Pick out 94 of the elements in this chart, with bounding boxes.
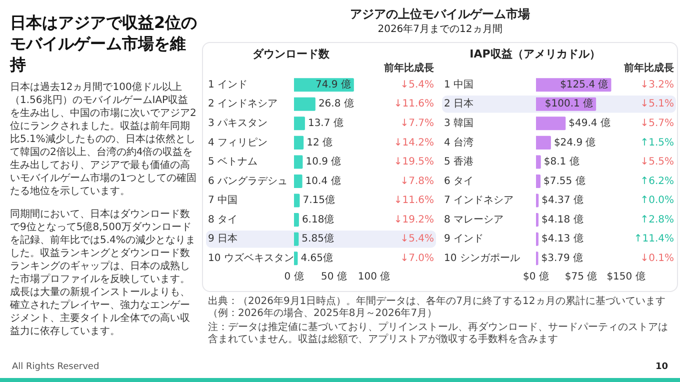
data-label: $125.4 億 (560, 78, 608, 90)
y-tick-label: 4 フィリピン (208, 137, 268, 148)
data-label: $8.1 億 (544, 156, 580, 168)
y-tick-label: 10 ウズベキスタン (208, 252, 294, 264)
data-label: 13.7 億 (308, 116, 344, 129)
text: ↓14.2% (394, 137, 434, 148)
source-note: 出典：（2026年9月1日時点）。年間データは、各年の7月に終了する12ヵ月の累計に基づいています（例：2026年の場合、2025年8月～2026年7月） (208, 296, 666, 320)
bar (294, 194, 300, 208)
data-label: $4.13 億 (541, 232, 584, 245)
data-label: $7.55 億 (544, 174, 586, 187)
text: ↑0.0% (640, 195, 674, 206)
y-tick-label: 8 タイ (208, 214, 238, 226)
text: ↓11.6% (394, 195, 434, 206)
text: 日本はアジアで収益2位のモバイルゲーム市場を維持 (10, 12, 198, 75)
x-tick-label: 50 億 (321, 270, 347, 283)
data-label: 7.15億 (302, 194, 335, 206)
text: ↓0.1% (640, 252, 674, 264)
text: 10 (655, 362, 668, 372)
bar (294, 155, 303, 169)
data-label: $4.37 億 (542, 194, 584, 206)
data-label: $3.79 億 (541, 252, 584, 264)
data-label: 26.8 億 (318, 98, 354, 110)
text: ↓7.7% (400, 118, 434, 129)
data-label: 10.4 億 (305, 174, 341, 187)
data-label: $100.1 億 (544, 98, 594, 110)
bar (294, 136, 304, 150)
bar (536, 174, 541, 188)
y-tick-label: 1 中国 (444, 78, 474, 90)
text: ↓5.1% (640, 98, 674, 110)
bar (536, 155, 541, 169)
text: All Rights Reserved (12, 362, 100, 372)
bar (294, 213, 299, 227)
y-tick-label: 6 タイ (444, 176, 474, 187)
text: ↓11.6% (394, 98, 434, 110)
data-label: 4.65億 (300, 252, 333, 264)
y-tick-label: 2 インドネシア (208, 98, 278, 110)
bar (536, 136, 551, 150)
text: ↓5.5% (640, 156, 674, 168)
text: ↑11.4% (634, 234, 674, 245)
data-label: 12 億 (306, 136, 333, 148)
text: ↓5.4% (400, 234, 434, 245)
text: アジアの上位モバイルゲーム市場 (349, 6, 531, 23)
y-tick-label: 8 マレーシア (444, 214, 504, 226)
text: ↓3.2% (640, 79, 674, 90)
bar (536, 213, 539, 227)
text: 2026年7月までの12ヵ月間 (376, 23, 504, 36)
text: 前年比成長 (383, 62, 434, 74)
data-label: $24.9 億 (554, 136, 596, 148)
x-tick-label: 0 億 (284, 270, 304, 283)
bar (294, 116, 305, 130)
chart-title: ダウンロード数 (252, 47, 330, 60)
text: ↑1.5% (640, 137, 674, 148)
data-label: 6.18億 (302, 213, 334, 226)
y-tick-label: 10 シンガポール (444, 252, 520, 264)
y-tick-label: 7 中国 (208, 194, 238, 206)
text: ↑6.2% (640, 176, 674, 187)
text: ↑2.8% (640, 214, 674, 226)
data-label: 5.85億 (302, 232, 334, 245)
y-tick-label: 9 日本 (208, 232, 238, 245)
text: ↓19.5% (394, 156, 434, 168)
bar (294, 232, 299, 246)
y-tick-label: 6 バングラデシュ (208, 176, 288, 187)
bar (294, 174, 302, 188)
y-tick-label: 4 台湾 (444, 136, 474, 148)
chart-title: IAP収益（アメリカドル） (470, 47, 600, 60)
bar (536, 116, 566, 130)
x-tick-label: $150 億 (606, 270, 646, 283)
y-tick-label: 2 日本 (444, 98, 474, 110)
y-tick-label: 5 ベトナム (208, 156, 258, 168)
data-label: $4.18 億 (542, 213, 584, 226)
y-tick-label: 7 インドネシア (444, 195, 514, 206)
y-tick-label: 3 韓国 (444, 116, 474, 129)
x-tick-label: 100 億 (358, 270, 390, 283)
text: 日本は過去12ヵ月間で100億ドル以上（1.56兆円）のモバイルゲームIAP収益を生み出し、中国の市場に次いでアジア2位にランクされました。収益は前年同期比5.1%減少したものの、日本は依然として韓国の2倍以上、台湾の約4倍の収益を生み出しており、アジアで最も価値の高いモバイルゲーム市場の1つとしての確固たる地位を示しています。 (10, 82, 196, 197)
x-tick-label: $0 億 (523, 270, 549, 283)
text: ↓19.2% (394, 214, 434, 226)
x-tick-label: $75 億 (564, 270, 598, 283)
bar (536, 194, 539, 208)
data-label: 74.9 億 (315, 78, 351, 90)
text: 同期間において、日本はダウンロード数で9位となって5億8,500万ダウンロードを記録、前年比では5.4%の減少となりました。収益ランキングとダウンロード数ランキングのギャップは、日本の成熟した市場プロファイルを反映しています。成長は大量の新規インストールよりも、確立されたプレイヤー、強力なエンゲージメント、主要タイトル全体での高い収益力に依存しています。 (10, 209, 196, 337)
y-tick-label: 5 香港 (444, 156, 474, 168)
data-label: 10.9 億 (306, 156, 342, 168)
bar (294, 97, 316, 111)
text: 前年比成長 (623, 62, 674, 74)
bar (294, 252, 298, 266)
text: ↓5.4% (400, 79, 434, 90)
text: ↓7.0% (400, 252, 434, 264)
text: ↓7.8% (400, 176, 434, 187)
data-label: $49.4 億 (568, 116, 610, 129)
y-tick-label: 9 インド (444, 234, 484, 245)
y-tick-label: 1 インド (208, 79, 248, 90)
text: ↓5.7% (640, 118, 674, 129)
text: 注：データは推定値に基づいており、プリインストール、再ダウンロード、サードパーティのストアは含まれていません。収益は総額で、アプリストアが徴収する手数料を含みます (208, 322, 669, 346)
y-tick-label: 3 パキスタン (208, 118, 268, 129)
